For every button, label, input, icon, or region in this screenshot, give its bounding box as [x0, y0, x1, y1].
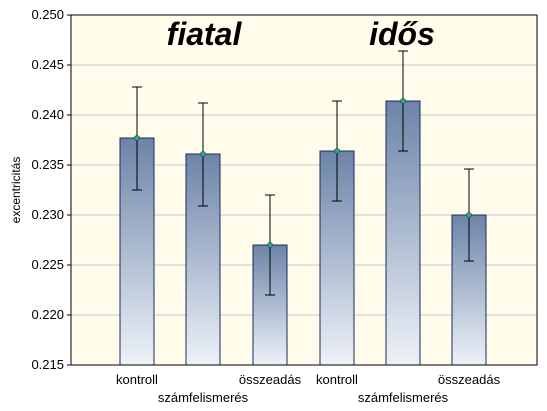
category-label: összeadás	[438, 372, 501, 387]
category-label: kontroll	[316, 372, 358, 387]
y-axis-label: excentricitás	[9, 157, 23, 224]
category-label: kontroll	[116, 372, 158, 387]
category-label: számfelismerés	[358, 390, 449, 405]
y-tick-label: 0.245	[31, 57, 64, 72]
group-titles: fiatal idős	[167, 16, 435, 52]
y-tick-label: 0.225	[31, 257, 64, 272]
y-tick-label: 0.240	[31, 107, 64, 122]
y-tick-label: 0.250	[31, 7, 64, 22]
y-tick-label: 0.220	[31, 307, 64, 322]
mean-marker	[400, 98, 406, 104]
bars	[119, 50, 487, 366]
group-title: idős	[369, 16, 435, 52]
category-label: számfelismerés	[158, 390, 249, 405]
y-tick-label: 0.215	[31, 357, 64, 372]
group-title: fiatal	[167, 16, 243, 52]
y-tick-label: 0.235	[31, 157, 64, 172]
mean-marker	[267, 242, 273, 248]
mean-marker	[134, 135, 140, 141]
plot-frame	[70, 14, 538, 366]
y-tick-label: 0.230	[31, 207, 64, 222]
mean-marker	[466, 212, 472, 218]
mean-marker	[200, 151, 206, 157]
category-label: összeadás	[239, 372, 302, 387]
y-axis-ticks: 0.215 0.220 0.225 0.230 0.235 0.240 0.245 0.250	[31, 7, 71, 372]
mean-marker	[334, 148, 340, 154]
